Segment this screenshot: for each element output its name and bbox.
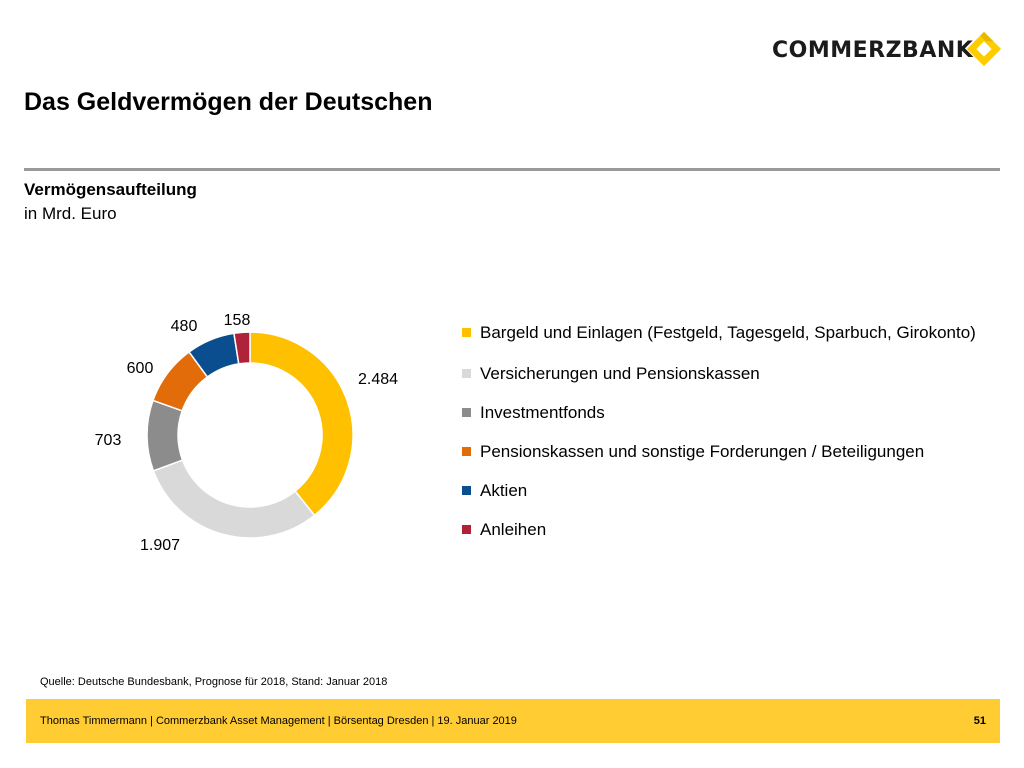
legend-swatch [462, 486, 471, 495]
ribbon-logo-icon [966, 31, 1002, 67]
source-note: Quelle: Deutsche Bundesbank, Prognose fü… [40, 676, 388, 688]
chart-subtitle: Vermögensaufteilung [24, 180, 197, 199]
commerzbank-logo: COMMERZBANK [772, 31, 1002, 68]
brand-name: COMMERZBANK [772, 37, 974, 63]
legend-label: Bargeld und Einlagen (Festgeld, Tagesgel… [480, 323, 976, 342]
legend-label: Investmentfonds [480, 403, 605, 422]
legend-label: Versicherungen und Pensionskassen [480, 364, 760, 383]
legend-item: Aktien [462, 480, 980, 501]
footer-bar: Thomas Timmermann | Commerzbank Asset Ma… [26, 699, 1000, 743]
slice-value-label: 1.907 [140, 537, 180, 554]
legend-swatch [462, 369, 471, 378]
page-title: Das Geldvermögen der Deutschen [24, 88, 433, 116]
footer-text: Thomas Timmermann | Commerzbank Asset Ma… [40, 715, 517, 727]
chart-unit: in Mrd. Euro [24, 204, 117, 223]
legend-item: Anleihen [462, 519, 980, 540]
donut-slice [152, 459, 316, 539]
legend-swatch [462, 328, 471, 337]
slice-value-label: 480 [171, 318, 198, 335]
slice-value-label: 703 [95, 432, 122, 449]
title-divider [24, 168, 1000, 171]
legend-label: Anleihen [480, 520, 547, 539]
slice-value-label: 2.484 [358, 371, 398, 388]
legend-label: Pensionskassen und sonstige Forderungen … [480, 442, 925, 461]
slice-value-label: 600 [127, 360, 154, 377]
legend-item: Versicherungen und Pensionskassen [462, 363, 980, 384]
slice-value-label: 158 [224, 312, 251, 329]
donut-slice [249, 331, 354, 517]
legend-item: Pensionskassen und sonstige Forderungen … [462, 441, 980, 462]
legend-swatch [462, 408, 471, 417]
legend-item: Bargeld und Einlagen (Festgeld, Tagesgel… [462, 322, 980, 343]
legend-item: Investmentfonds [462, 402, 980, 423]
page-number: 51 [973, 715, 986, 727]
donut-slice [146, 399, 184, 472]
legend-swatch [462, 447, 471, 456]
legend-label: Aktien [480, 481, 528, 500]
legend-swatch [462, 525, 471, 534]
donut-slice [233, 331, 251, 365]
